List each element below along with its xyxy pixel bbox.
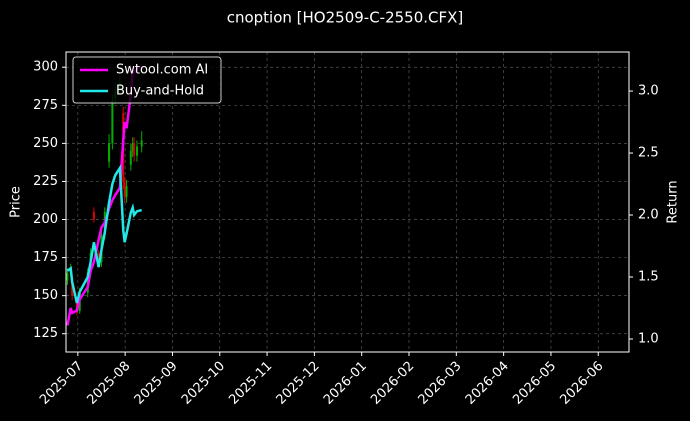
y2-tick-label: 3.0 [638,84,659,99]
x-tick-label: 2026-05 [510,359,559,408]
x-tick-label: 2025-09 [132,359,181,408]
y-tick-label: 125 [33,326,58,341]
legend-label: Buy-and-Hold [116,84,204,99]
y-tick-label: 300 [33,60,58,75]
y-tick-label: 275 [33,98,58,113]
y2-axis-label: Return [666,180,681,223]
candle-body [71,283,74,296]
x-tick-label: 2025-08 [84,359,133,408]
y-axis-label: Price [9,186,24,218]
x-tick-label: 2026-03 [416,359,465,408]
x-tick-label: 2026-06 [558,359,607,408]
candle-body [123,181,126,197]
x-tick-label: 2025-07 [37,359,86,408]
x-tick-label: 2025-10 [179,359,228,408]
y-tick-label: 150 [33,288,58,303]
candle-body [92,211,95,220]
candle-body [140,140,143,147]
chart-title: cnoption [HO2509-C-2550.CFX] [227,9,464,27]
y-tick-label: 175 [33,250,58,265]
legend-box [72,56,222,104]
plot-frame [65,51,630,353]
candle-body [108,143,111,162]
x-tick-label: 2026-04 [463,359,512,408]
candle-body [135,146,138,156]
x-tick-label: 2026-01 [321,359,370,408]
candle-body [133,143,136,156]
candle-body [125,186,128,197]
y2-tick-label: 2.5 [638,146,659,161]
candle-body [66,272,69,281]
x-tick-label: 2025-12 [274,359,323,408]
legend-label: Swtool.com AI [116,63,208,78]
x-tick-label: 2026-02 [368,359,417,408]
y2-tick-label: 1.0 [638,331,659,346]
x-tick-label: 2025-11 [226,359,275,408]
y-tick-label: 200 [33,212,58,227]
y2-tick-label: 1.5 [638,270,659,285]
y2-tick-label: 2.0 [638,208,659,223]
y-tick-label: 225 [33,174,58,189]
candle-body [129,150,132,165]
candle-body [131,143,134,151]
candle-body [111,100,114,144]
y-tick-label: 250 [33,136,58,151]
line-series [66,163,143,304]
candle-body [97,253,100,263]
